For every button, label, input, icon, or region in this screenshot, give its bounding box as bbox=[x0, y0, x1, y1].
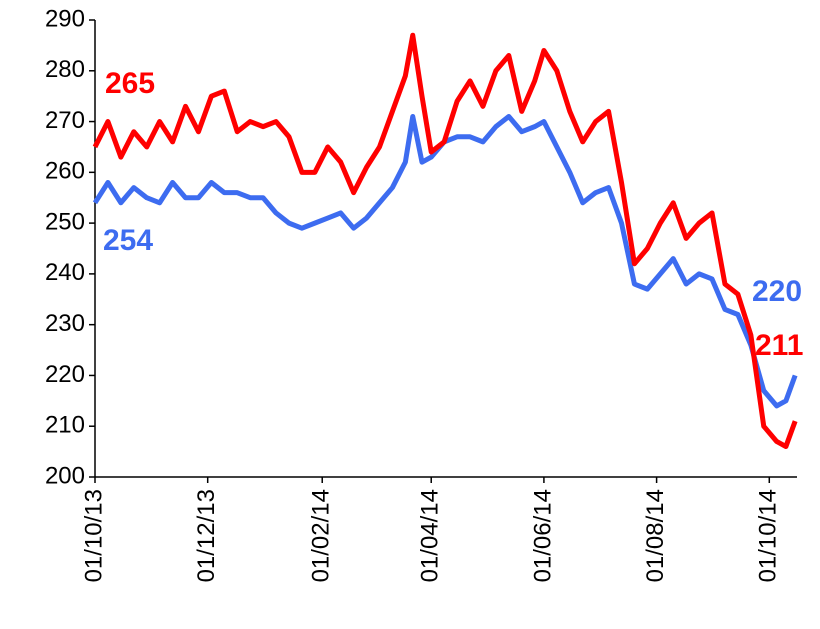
y-tick-label: 230 bbox=[45, 310, 85, 337]
annotation: 265 bbox=[105, 67, 155, 100]
annotation: 254 bbox=[103, 224, 153, 257]
x-tick-label: 01/08/14 bbox=[642, 489, 669, 582]
x-tick-label: 01/02/14 bbox=[308, 489, 335, 582]
x-tick-label: 01/06/14 bbox=[529, 489, 556, 582]
y-tick-label: 270 bbox=[45, 107, 85, 134]
x-tick-label: 01/10/13 bbox=[80, 489, 107, 582]
annotation: 211 bbox=[755, 329, 803, 362]
y-tick-label: 260 bbox=[45, 158, 85, 185]
y-tick-label: 290 bbox=[45, 5, 85, 32]
x-tick-label: 01/10/14 bbox=[755, 489, 782, 582]
y-tick-label: 280 bbox=[45, 56, 85, 83]
line-series bbox=[92, 32, 798, 450]
annotation: 220 bbox=[752, 275, 802, 308]
x-tick-label: 01/12/13 bbox=[193, 489, 220, 582]
x-tick-label: 01/04/14 bbox=[417, 489, 444, 582]
line-series bbox=[92, 113, 798, 409]
y-tick-label: 200 bbox=[45, 462, 85, 489]
y-tick-label: 250 bbox=[45, 208, 85, 235]
y-tick-label: 210 bbox=[45, 412, 85, 439]
y-tick-label: 220 bbox=[45, 361, 85, 388]
y-tick-label: 240 bbox=[45, 259, 85, 286]
